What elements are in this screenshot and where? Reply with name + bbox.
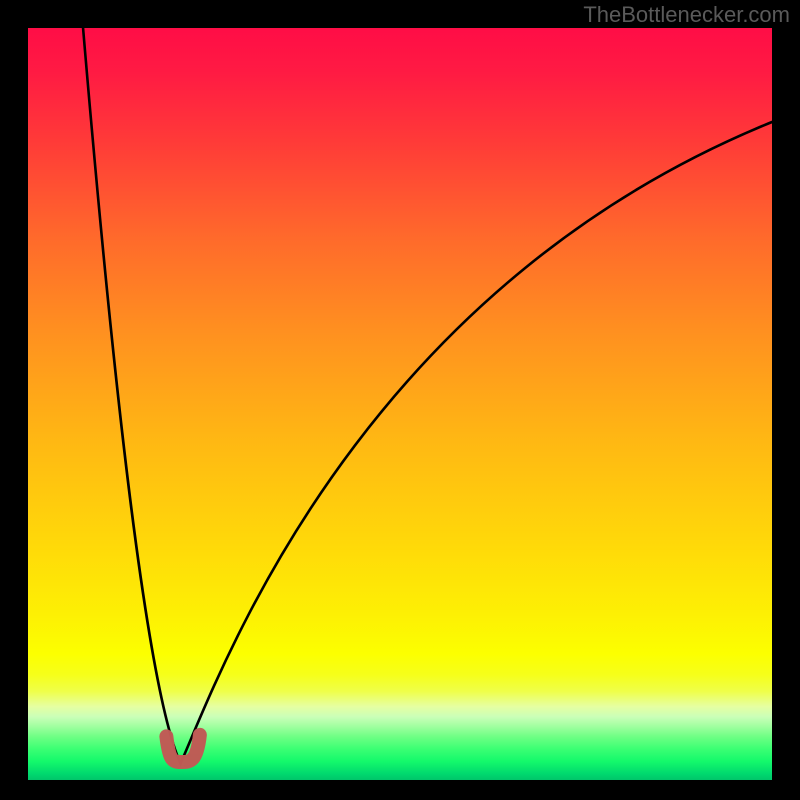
plot-gradient-area xyxy=(28,28,772,780)
chart-svg xyxy=(0,0,800,800)
chart-stage: TheBottlenecker.com xyxy=(0,0,800,800)
watermark-text: TheBottlenecker.com xyxy=(583,2,790,28)
